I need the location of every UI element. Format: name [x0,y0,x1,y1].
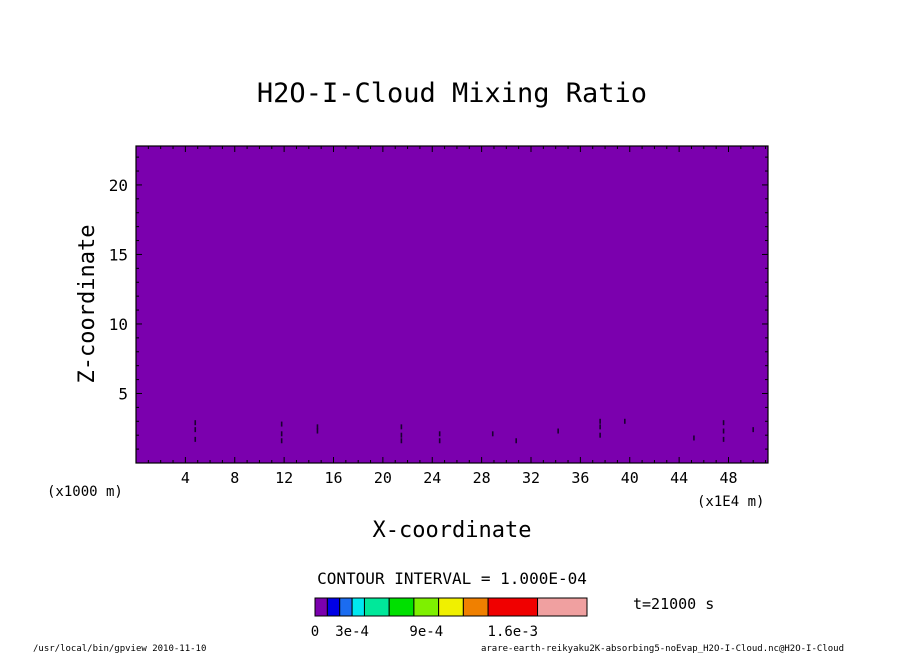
y-tick-label-10: 10 [109,315,128,334]
colorbar-segment-0 [314,597,328,617]
data-speck-15 [557,428,559,434]
data-speck-17 [599,424,601,430]
colorbar-segment-10 [537,597,588,617]
y-axis-label: Z-coordinate [75,225,100,384]
x-tick-label-4: 4 [181,469,190,487]
data-speck-1 [194,427,197,433]
footer-right: arare-earth-reikyaku2K-absorbing5-noEvap… [481,644,844,654]
data-speck-8 [400,424,403,430]
time-label: t=21000 s [633,595,714,613]
colorbar-segment-9 [487,597,539,617]
chart-title: H2O-I-Cloud Mixing Ratio [257,78,647,109]
plot-area [136,146,768,463]
x-tick-label-36: 36 [571,469,589,487]
x-tick-label-20: 20 [374,469,392,487]
data-specks [194,418,754,444]
y-tick-label-20: 20 [109,176,128,195]
x-tick-label-8: 8 [230,469,239,487]
colorbar-label-3: 1.6e-3 [488,624,539,640]
data-speck-2 [194,436,197,442]
x-unit-left: (x1000 m) [47,484,123,500]
x-axis-ticks: 4 8 12 16 20 24 28 32 36 40 44 48 [147,146,767,487]
x-tick-label-44: 44 [670,469,688,487]
footer-left: /usr/local/bin/gpview 2010-11-10 [33,644,206,654]
colorbar-label-1: 3e-4 [335,624,369,640]
y-tick-label-15: 15 [109,245,128,264]
y-tick-label-5: 5 [118,384,128,403]
x-tick-label-40: 40 [621,469,639,487]
colorbar [314,597,588,617]
data-speck-13 [491,431,494,437]
data-speck-0 [194,420,197,426]
data-speck-23 [722,436,725,442]
colorbar-segment-1 [326,597,341,617]
y-axis-ticks: 5 10 15 20 [109,156,768,450]
x-tick-label-32: 32 [522,469,540,487]
data-speck-24 [752,427,754,433]
colorbar-segment-7 [438,597,464,617]
colorbar-segment-8 [462,597,489,617]
data-speck-20 [693,435,695,441]
data-speck-6 [316,424,319,430]
data-speck-18 [599,432,601,438]
x-tick-label-12: 12 [275,469,293,487]
data-speck-5 [280,438,283,444]
data-speck-4 [280,431,283,437]
colorbar-labels: 0 3e-4 9e-4 1.6e-3 [311,624,538,640]
colorbar-segment-4 [363,597,390,617]
x-tick-label-16: 16 [324,469,342,487]
data-speck-16 [599,418,601,424]
plot-frame [135,145,769,464]
x-tick-label-48: 48 [719,469,737,487]
colorbar-segment-3 [351,597,365,617]
data-speck-11 [438,431,441,437]
colorbar-label-0: 0 [311,624,319,640]
x-unit-right: (x1E4 m) [697,494,764,510]
contour-interval: CONTOUR INTERVAL = 1.000E-04 [317,569,587,588]
x-tick-label-28: 28 [473,469,491,487]
data-speck-22 [722,428,725,434]
x-tick-label-24: 24 [423,469,441,487]
colorbar-label-2: 9e-4 [409,624,443,640]
colorbar-segment-2 [339,597,353,617]
data-speck-21 [722,420,725,426]
data-speck-3 [280,421,283,427]
colorbar-segment-6 [413,597,440,617]
data-speck-9 [400,432,403,438]
data-speck-19 [624,418,626,424]
data-speck-12 [438,438,441,444]
data-speck-10 [400,438,403,444]
colorbar-segment-5 [388,597,415,617]
x-axis-label: X-coordinate [373,518,532,543]
data-speck-14 [515,438,517,444]
data-speck-7 [316,428,319,434]
